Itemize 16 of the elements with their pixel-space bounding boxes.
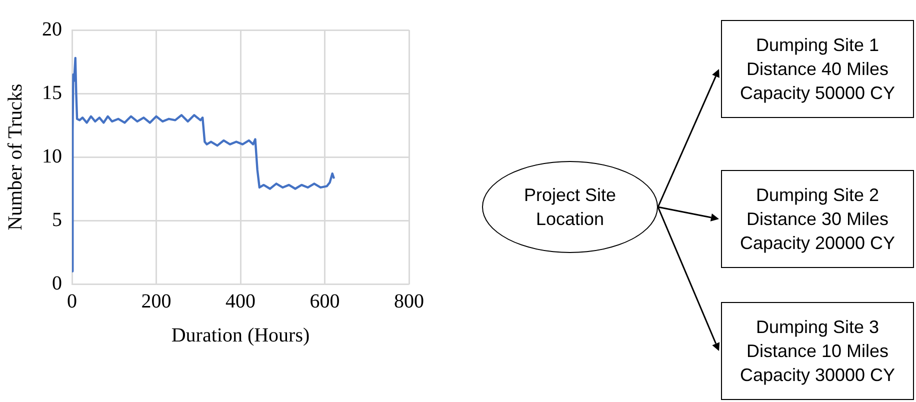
- x-tick-label: 800: [394, 290, 424, 312]
- text: Dumping Site 3 Distance 10 Miles Capacity 30000 CY: [721, 302, 914, 400]
- x-tick-label: 0: [67, 290, 77, 312]
- y-tick-label: 10: [42, 145, 62, 168]
- y-tick-label: 5: [52, 208, 62, 231]
- x-tick-label: 600: [310, 290, 340, 312]
- text: Dumping Site 1 Distance 40 Miles Capacity 50000 CY: [721, 20, 914, 118]
- x-axis-title: Duration (Hours): [171, 324, 310, 346]
- y-tick-label: 15: [42, 82, 62, 104]
- text: Project Site Location: [482, 161, 658, 253]
- y-tick-label: 20: [42, 18, 62, 40]
- y-axis-title: Number of Trucks: [4, 83, 26, 230]
- x-tick-label: 400: [226, 290, 256, 312]
- x-tick-label: 200: [141, 290, 172, 312]
- text: Dumping Site 2 Distance 30 Miles Capacity 20000 CY: [721, 170, 914, 268]
- y-tick-label: 0: [52, 272, 62, 294]
